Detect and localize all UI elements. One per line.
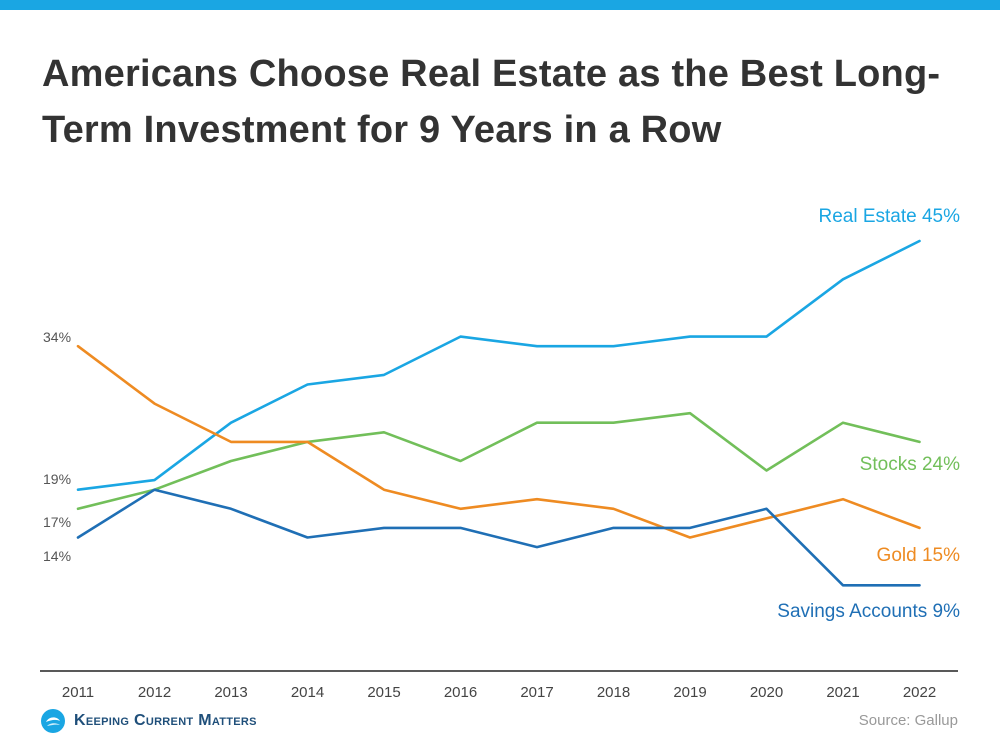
series-end-label: Stocks 24% xyxy=(860,454,960,475)
series-line-real-estate xyxy=(76,239,921,492)
x-tick-label: 2015 xyxy=(367,684,400,701)
start-value-label: 14% xyxy=(43,548,71,564)
x-tick-label: 2013 xyxy=(214,684,247,701)
series-end-label: Real Estate 45% xyxy=(818,206,960,227)
x-tick-label: 2016 xyxy=(444,684,477,701)
x-tick-label: 2014 xyxy=(291,684,324,701)
start-value-label: 17% xyxy=(43,514,71,530)
brand-logo: Keeping Current Matters xyxy=(40,706,257,736)
chart-title: Americans Choose Real Estate as the Best… xyxy=(42,53,941,151)
x-tick-label: 2012 xyxy=(138,684,171,701)
x-tick-label: 2022 xyxy=(903,684,936,701)
kcm-logo-icon xyxy=(41,709,65,733)
series-line-stocks xyxy=(76,411,921,511)
x-tick-label: 2021 xyxy=(826,684,859,701)
brand-name: Keeping Current Matters xyxy=(74,712,257,729)
series-line-gold xyxy=(76,344,921,539)
x-tick-label: 2019 xyxy=(673,684,706,701)
series-end-label: Savings Accounts 9% xyxy=(777,601,960,622)
x-tick-label: 2018 xyxy=(597,684,630,701)
source-note: Source: Gallup xyxy=(858,712,958,729)
x-tick-label: 2011 xyxy=(62,684,94,701)
series-line-savings-accounts xyxy=(76,488,921,587)
x-tick-label: 2020 xyxy=(750,684,783,701)
top-accent-bar xyxy=(0,0,1000,10)
start-value-label: 34% xyxy=(43,329,71,345)
start-value-label: 19% xyxy=(43,471,71,487)
series-end-label: Gold 15% xyxy=(877,545,961,566)
x-tick-label: 2017 xyxy=(520,684,553,701)
